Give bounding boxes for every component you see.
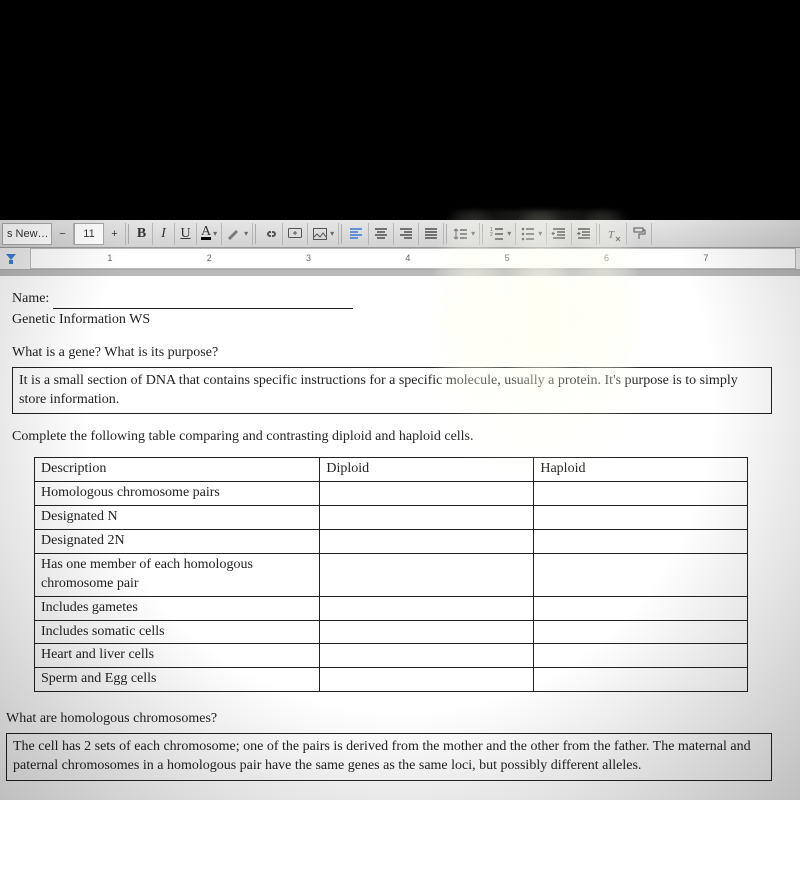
font-size-input[interactable]: 11 xyxy=(74,223,104,245)
clear-formatting-button[interactable]: T xyxy=(602,223,627,245)
comparison-table: Description Diploid Haploid Homologous c… xyxy=(34,457,748,692)
toolbar: s New… − 11 + B I U A xyxy=(0,220,800,248)
table-row: Homologous chromosome pairs xyxy=(35,482,748,506)
ruler-mark: 4 xyxy=(405,253,410,263)
table-instruction: Complete the following table comparing a… xyxy=(12,428,772,447)
insert-image-button[interactable] xyxy=(308,223,339,245)
ruler-mark: 7 xyxy=(703,253,708,263)
indent-marker-icon[interactable] xyxy=(4,252,18,266)
decrease-indent-button[interactable] xyxy=(547,223,572,245)
ruler-mark: 1 xyxy=(107,253,112,263)
table-header-description: Description xyxy=(35,458,320,482)
decrease-indent-icon xyxy=(551,226,567,242)
align-right-icon xyxy=(398,226,414,242)
italic-button[interactable]: I xyxy=(153,223,175,245)
clear-formatting-icon: T xyxy=(606,226,622,242)
align-justify-icon xyxy=(423,226,439,242)
paint-format-button[interactable] xyxy=(627,223,652,245)
numbered-list-button[interactable]: 12 xyxy=(485,223,516,245)
ruler-mark: 2 xyxy=(207,253,212,263)
table-row: Includes gametes xyxy=(35,596,748,620)
answer-box-2: The cell has 2 sets of each chromosome; … xyxy=(6,733,772,781)
table-row: Designated N xyxy=(35,506,748,530)
table-row: Description Diploid Haploid xyxy=(35,458,748,482)
question-2: What are homologous chromosomes? xyxy=(6,710,772,729)
link-icon xyxy=(262,226,278,242)
bold-button[interactable]: B xyxy=(131,223,153,245)
svg-text:T: T xyxy=(608,229,615,241)
ruler: 1 2 3 4 5 6 7 xyxy=(0,248,800,270)
bulleted-list-icon xyxy=(520,226,536,242)
line-spacing-icon xyxy=(453,226,469,242)
table-row: Includes somatic cells xyxy=(35,620,748,644)
table-header-haploid: Haploid xyxy=(534,458,748,482)
underline-button[interactable]: U xyxy=(175,223,197,245)
insert-comment-button[interactable] xyxy=(283,223,308,245)
text-color-button[interactable]: A xyxy=(197,223,222,245)
table-row: Designated 2N xyxy=(35,530,748,554)
increase-indent-button[interactable] xyxy=(572,223,597,245)
name-blank-line xyxy=(53,295,353,309)
name-label: Name: xyxy=(12,291,49,306)
line-spacing-button[interactable] xyxy=(449,223,480,245)
insert-link-button[interactable] xyxy=(258,223,283,245)
answer-box-1: It is a small section of DNA that contai… xyxy=(12,367,772,415)
font-size-increase-button[interactable]: + xyxy=(104,223,126,245)
highlighter-icon xyxy=(226,226,242,242)
font-family-select[interactable]: s New… xyxy=(2,223,52,245)
align-right-button[interactable] xyxy=(394,223,419,245)
highlight-color-button[interactable] xyxy=(222,223,253,245)
worksheet-title: Genetic Information WS xyxy=(12,311,772,330)
table-row: Has one member of each homologous chromo… xyxy=(35,553,748,596)
align-left-icon xyxy=(348,226,364,242)
ruler-mark: 3 xyxy=(306,253,311,263)
align-left-button[interactable] xyxy=(344,223,369,245)
increase-indent-icon xyxy=(576,226,592,242)
ruler-mark: 5 xyxy=(505,253,510,263)
table-row: Heart and liver cells xyxy=(35,644,748,668)
table-header-diploid: Diploid xyxy=(320,458,534,482)
comment-plus-icon xyxy=(287,226,303,242)
align-justify-button[interactable] xyxy=(419,223,444,245)
document-page[interactable]: Name: Genetic Information WS What is a g… xyxy=(0,276,800,876)
numbered-list-icon: 12 xyxy=(489,226,505,242)
image-icon xyxy=(312,226,328,242)
paint-roller-icon xyxy=(631,226,647,242)
font-size-decrease-button[interactable]: − xyxy=(52,223,74,245)
table-row: Sperm and Egg cells xyxy=(35,668,748,692)
align-center-icon xyxy=(373,226,389,242)
ruler-mark: 6 xyxy=(604,253,609,263)
question-1: What is a gene? What is its purpose? xyxy=(12,344,772,363)
bulleted-list-button[interactable] xyxy=(516,223,547,245)
svg-text:2: 2 xyxy=(490,232,493,238)
align-center-button[interactable] xyxy=(369,223,394,245)
